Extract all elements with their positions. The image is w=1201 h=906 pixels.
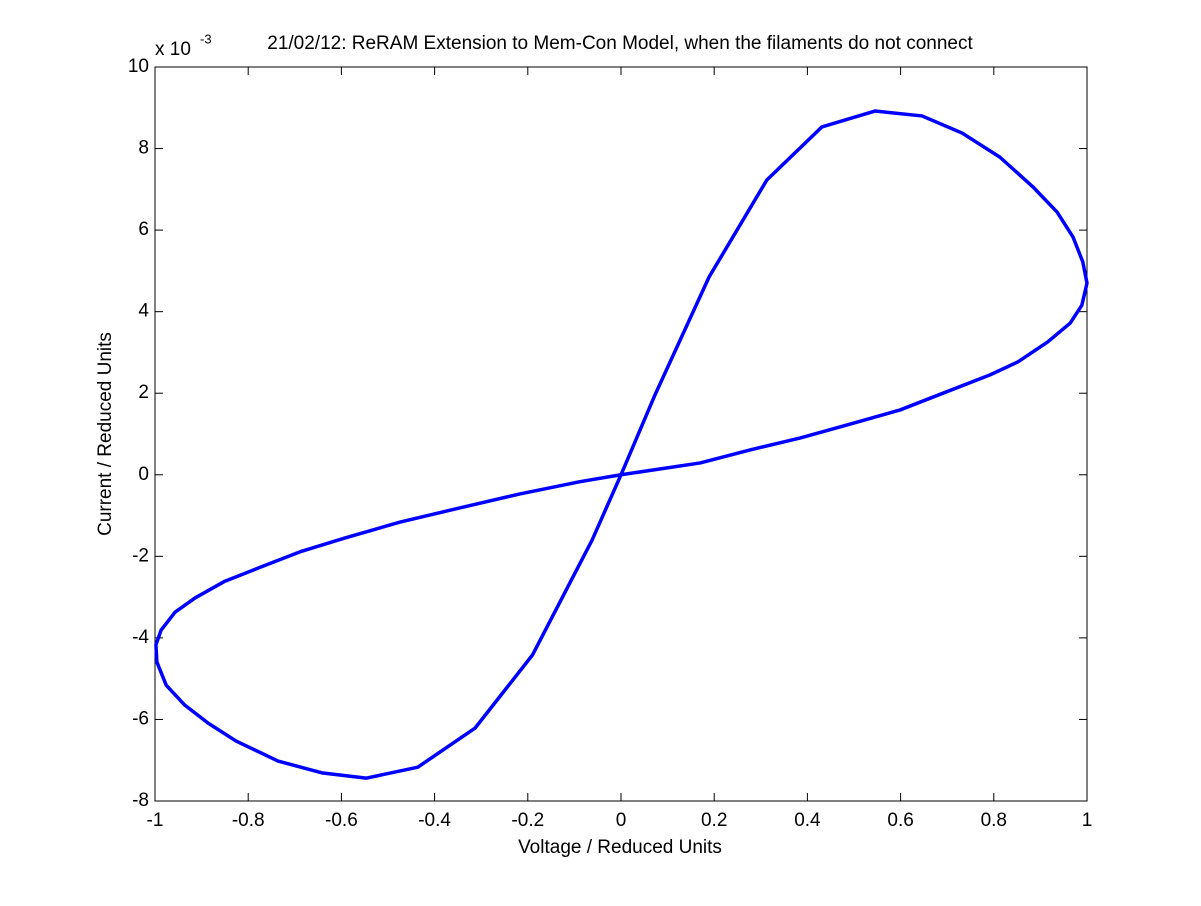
x-tick-label: 0.2 — [701, 810, 727, 831]
x-tick-label: -0.8 — [232, 810, 265, 831]
x-tick-label: -0.6 — [325, 810, 358, 831]
x-tick-label: -1 — [147, 810, 164, 831]
y-tick-label: -8 — [132, 790, 149, 811]
x-tick-label: 1 — [1082, 810, 1093, 831]
y-tick-label: 8 — [138, 138, 149, 159]
x-tick-label: -0.2 — [511, 810, 544, 831]
data-line — [154, 109, 1089, 780]
y-tick-label: -2 — [132, 545, 149, 566]
y-tick-label: 2 — [138, 382, 149, 403]
x-tick-label: -0.4 — [418, 810, 451, 831]
y-tick-label: 10 — [128, 56, 149, 77]
chart-title: 21/02/12: ReRAM Extension to Mem-Con Mod… — [267, 33, 973, 54]
x-tick-label: 0 — [616, 810, 627, 831]
x-tick-label: 0.4 — [794, 810, 821, 831]
y-scale-exponent: -3 — [200, 31, 212, 46]
y-tick-label: -6 — [132, 708, 149, 729]
x-axis-label: Voltage / Reduced Units — [518, 837, 722, 858]
y-scale-label: x 10 — [155, 39, 191, 60]
y-tick-label: 6 — [138, 219, 149, 240]
y-tick-label: 0 — [138, 464, 149, 485]
y-tick-label: -4 — [132, 627, 149, 648]
y-tick-label: 4 — [138, 301, 149, 322]
x-tick-label: 0.8 — [981, 810, 1007, 831]
plot-frame — [154, 66, 1088, 802]
x-tick-label: 0.6 — [887, 810, 913, 831]
y-axis-label: Current / Reduced Units — [95, 332, 116, 536]
